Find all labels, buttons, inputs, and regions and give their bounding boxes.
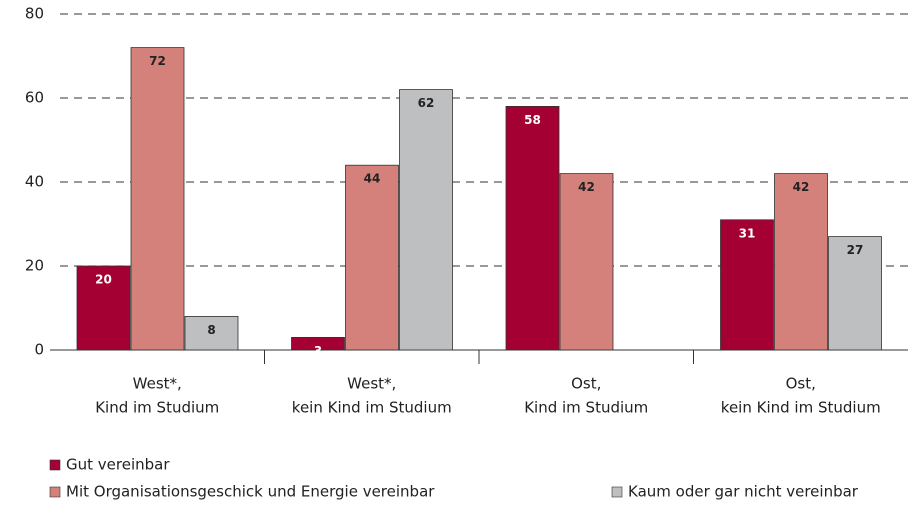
- bar: [399, 89, 453, 351]
- bar: [505, 106, 560, 351]
- bar: [720, 219, 774, 351]
- x-tick-label: West*,: [347, 375, 396, 393]
- value-label: 31: [739, 226, 756, 240]
- legend-label: Gut vereinbar: [66, 456, 170, 474]
- legend-swatch: [611, 486, 623, 498]
- bar: [345, 164, 399, 351]
- value-label: 27: [847, 243, 864, 257]
- x-tick-label: kein Kind im Studium: [721, 399, 881, 417]
- y-tick-label: 40: [25, 173, 44, 191]
- value-label: 72: [149, 54, 166, 68]
- bar: [291, 336, 345, 351]
- x-tick-label: Kind im Studium: [95, 399, 219, 417]
- bar: [76, 265, 131, 351]
- bar: [774, 173, 828, 351]
- x-tick-label: Kind im Studium: [524, 399, 648, 417]
- legend-label: Kaum oder gar nicht vereinbar: [628, 483, 859, 501]
- value-label: 42: [578, 180, 595, 194]
- legend-label: Mit Organisationsgeschick und Energie ve…: [66, 483, 435, 501]
- bar: [184, 315, 239, 351]
- legend-swatch: [49, 459, 61, 471]
- x-tick-label: West*,: [133, 375, 182, 393]
- bar: [828, 236, 882, 351]
- value-label: 8: [207, 323, 215, 337]
- legend-swatch: [49, 486, 61, 498]
- x-tick-label: kein Kind im Studium: [292, 399, 452, 417]
- value-label: 44: [364, 172, 381, 186]
- bar: [559, 173, 614, 351]
- y-tick-label: 80: [25, 5, 44, 23]
- y-tick-label: 20: [25, 257, 44, 275]
- y-tick-label: 0: [34, 341, 44, 359]
- value-label: 42: [793, 180, 810, 194]
- x-tick-label: Ost,: [786, 375, 816, 393]
- value-label: 3: [314, 344, 322, 358]
- value-label: 62: [418, 96, 435, 110]
- y-tick-label: 60: [25, 89, 44, 107]
- bar: [130, 47, 185, 351]
- x-tick-label: Ost,: [571, 375, 601, 393]
- value-label: 20: [95, 273, 112, 287]
- value-label: 58: [524, 113, 541, 127]
